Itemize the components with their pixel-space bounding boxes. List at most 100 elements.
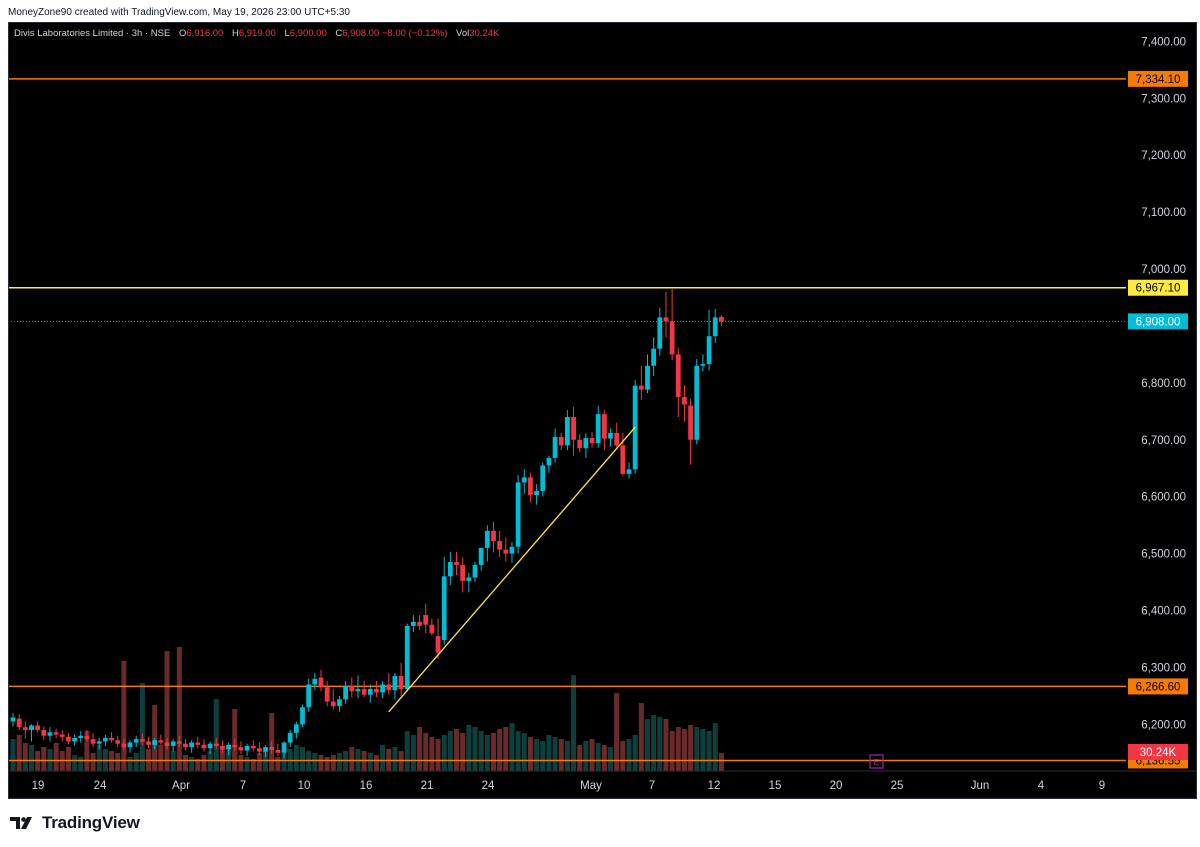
candle-body [84, 735, 90, 740]
candle-body [392, 675, 398, 691]
candle-body [133, 739, 139, 743]
candle-body [669, 321, 675, 355]
volume-bar [226, 747, 232, 771]
volume-bar [571, 675, 577, 771]
time-axis-tick: 19 [32, 780, 45, 792]
volume-bar [139, 683, 145, 771]
volume-bar [620, 741, 626, 771]
candle-body [700, 364, 706, 366]
candle-body [367, 689, 373, 695]
candle-body [386, 684, 392, 691]
candle-body [601, 414, 607, 439]
candle-body [497, 541, 503, 550]
volume-bar [158, 745, 164, 771]
candle-body [583, 438, 589, 449]
volume-bar [392, 747, 398, 771]
candle-body [121, 743, 127, 748]
candle-body [675, 354, 681, 398]
price-axis-tick: 7,000.00 [1141, 264, 1186, 276]
volume-bar [601, 745, 607, 771]
event-marker-label: E [874, 757, 880, 767]
volume-bar [410, 735, 416, 771]
volume-bar [700, 729, 706, 771]
time-axis-tick: 20 [830, 780, 843, 792]
candle-body [10, 717, 16, 722]
candle-body [706, 336, 712, 365]
price-axis-tick: 7,300.00 [1141, 93, 1186, 105]
volume-bar [380, 745, 386, 771]
volume-bar [78, 757, 84, 771]
time-axis-tick: 21 [421, 780, 434, 792]
candle-body [620, 445, 626, 474]
time-axis-tick: 16 [360, 780, 373, 792]
volume-bar [53, 743, 59, 771]
candle-body [152, 740, 158, 745]
volume-bar [164, 651, 170, 771]
time-axis-tick: 15 [769, 780, 782, 792]
volume-bar [718, 753, 724, 771]
time-axis-tick: 25 [891, 780, 904, 792]
price-axis-tick: 7,400.00 [1141, 36, 1186, 48]
price-axis-tick: 6,700.00 [1141, 435, 1186, 447]
candle-body [503, 549, 509, 554]
candle-body [176, 741, 182, 744]
candle-body [78, 735, 84, 738]
candle-body [645, 365, 650, 390]
volume-bar [490, 733, 496, 771]
candle-body [343, 685, 349, 700]
volume-bar [441, 735, 447, 771]
volume-bar [577, 745, 583, 771]
candle-body [41, 730, 47, 736]
candle-body [478, 547, 484, 565]
volume-bar [546, 735, 552, 771]
candle-body [398, 675, 404, 690]
level-price-label: 7,334.10 [1136, 74, 1181, 86]
volume-bar [373, 755, 379, 771]
candle-body [441, 576, 447, 641]
candle-body [589, 438, 595, 444]
volume-bar [503, 727, 509, 771]
volume-bar [250, 759, 256, 771]
price-axis-tick: 6,300.00 [1141, 662, 1186, 674]
candle-body [16, 718, 22, 728]
candle-body [404, 625, 410, 690]
candle-body [577, 439, 583, 449]
volume-bar [28, 745, 34, 771]
price-axis-tick: 6,800.00 [1141, 378, 1186, 390]
volume-bar [22, 761, 28, 771]
volume-bar [121, 661, 127, 771]
candle-body [72, 737, 77, 742]
candle-body [466, 577, 472, 581]
candle-body [411, 621, 416, 626]
chart-canvas[interactable] [8, 22, 1126, 798]
candle-body [626, 469, 632, 474]
volume-bar [72, 755, 78, 771]
candle-body [59, 734, 65, 737]
candle-body [53, 732, 59, 735]
volume-bar [675, 727, 681, 771]
volume-bar [583, 741, 589, 771]
candle-body [447, 562, 453, 577]
candle-body [491, 530, 496, 542]
high-label: H [231, 28, 239, 39]
candle-body [103, 737, 108, 742]
candle-body [189, 742, 195, 748]
volume-bar [527, 737, 533, 771]
candle-body [66, 736, 71, 742]
candle-body [571, 416, 576, 440]
candle-body [337, 699, 342, 707]
volume-bar [429, 737, 435, 771]
candle-body [484, 530, 490, 548]
candle-body [719, 316, 724, 322]
time-axis-tick: Apr [172, 780, 190, 792]
candle-body [293, 724, 299, 733]
chart-caption: MoneyZone90 created with TradingView.com… [8, 7, 350, 18]
volume-bar [367, 753, 373, 771]
low-value: 6,900.00 [289, 28, 327, 39]
candle-body [312, 678, 318, 685]
volume-bar [16, 735, 22, 771]
price-axis-background [1126, 22, 1197, 799]
logo-text: TradingView [42, 813, 140, 832]
tradingview-logo-icon [10, 817, 32, 829]
